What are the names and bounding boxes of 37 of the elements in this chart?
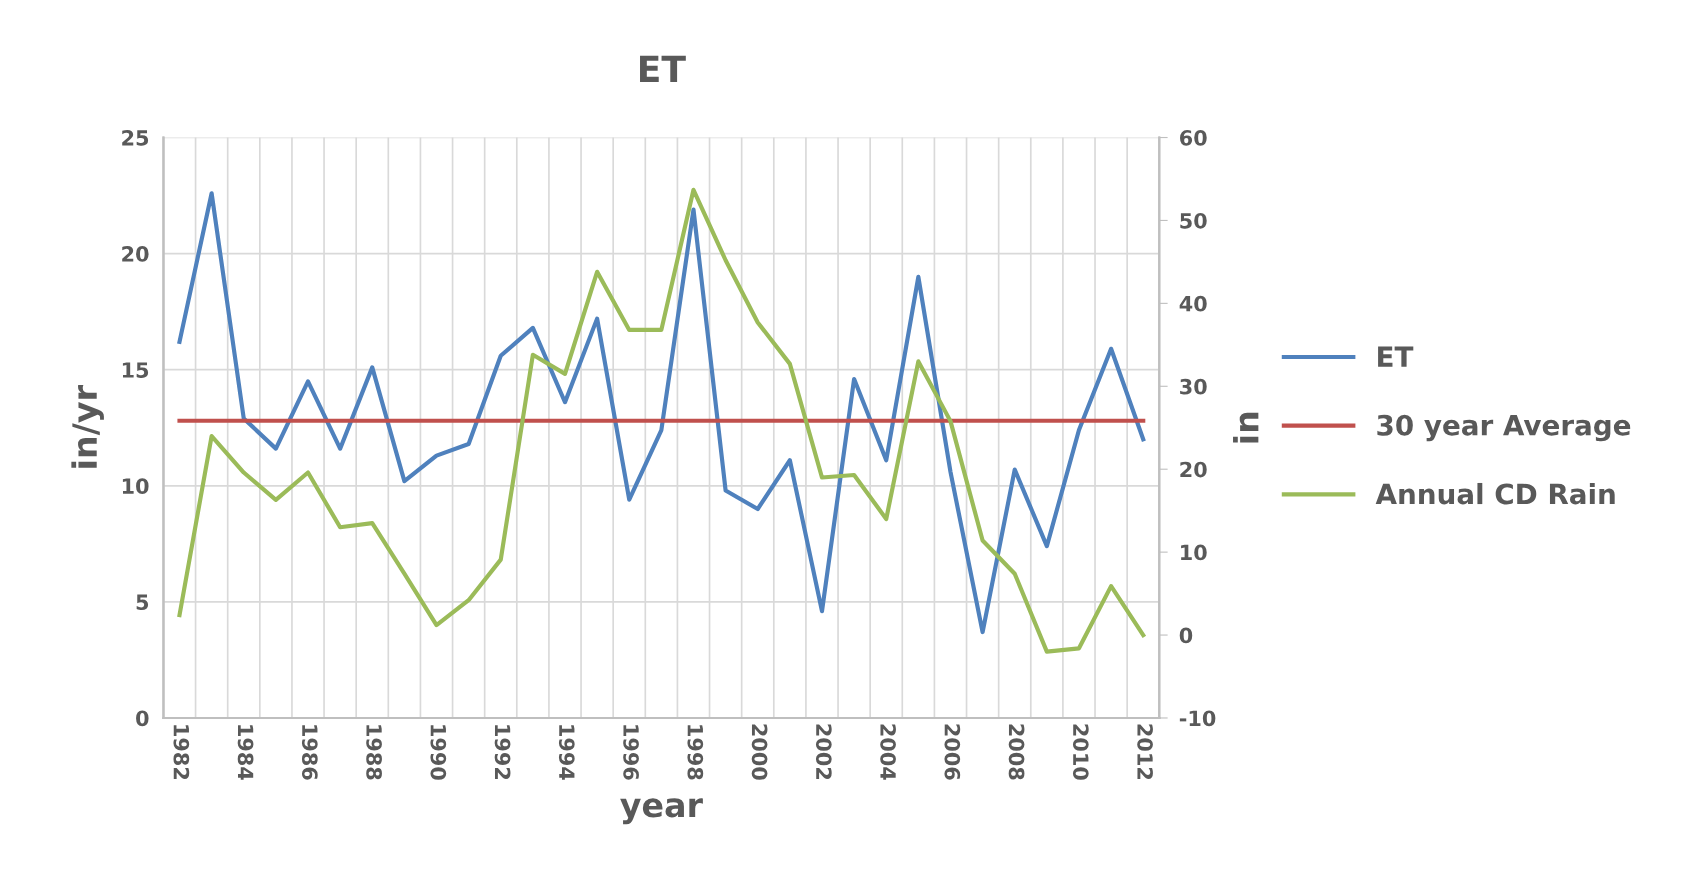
y2-tick-label: 40 [1179, 295, 1207, 312]
legend-label: 30 year Average [1377, 414, 1631, 442]
chart-title: ET [640, 55, 686, 82]
y2-tick-label: 20 [1180, 461, 1207, 478]
legend-label: Annual CD Rain [1375, 482, 1615, 505]
x-tick-label: 1992 [494, 725, 511, 780]
y-tick-label: 15 [122, 362, 149, 378]
x-tick-label: 2008 [1008, 724, 1025, 780]
x-tick-label: 2002 [815, 724, 832, 780]
y2-tick-label: 30 [1180, 378, 1207, 395]
x-tick-label: 2010 [1072, 724, 1089, 780]
x-tick-label: 1986 [301, 725, 318, 780]
legend-label: ET [1378, 346, 1414, 367]
x-tick-label: 2012 [1137, 724, 1153, 780]
y-tick-label: 5 [136, 594, 149, 611]
y-tick-label: 25 [122, 129, 149, 146]
x-axis-title: year [620, 798, 703, 825]
x-tick-label: 1994 [558, 725, 575, 780]
y2-tick-label: -10 [1179, 710, 1216, 727]
y2-tick-label: 50 [1180, 212, 1207, 229]
x-tick-label: 2000 [751, 724, 768, 780]
x-tick-label: 1996 [623, 725, 639, 780]
x-tick-label: 2004 [880, 724, 896, 780]
y-axis-title: in/yr [71, 385, 104, 468]
y2-tick-label: 60 [1180, 129, 1207, 146]
y2-tick-label: 10 [1181, 544, 1207, 561]
y-tick-label: 0 [136, 710, 149, 727]
y-tick-label: 20 [122, 246, 149, 262]
x-tick-label: 1984 [237, 725, 254, 780]
y2-tick-label: 0 [1179, 627, 1193, 644]
x-tick-label: 1990 [430, 725, 447, 780]
x-tick-label: 1998 [687, 725, 704, 780]
x-tick-label: 1982 [173, 725, 190, 780]
y2-axis-title: in [1233, 412, 1259, 443]
x-tick-label: 2006 [944, 724, 961, 780]
y-tick-label: 10 [122, 478, 149, 494]
x-tick-label: 1988 [366, 725, 382, 780]
